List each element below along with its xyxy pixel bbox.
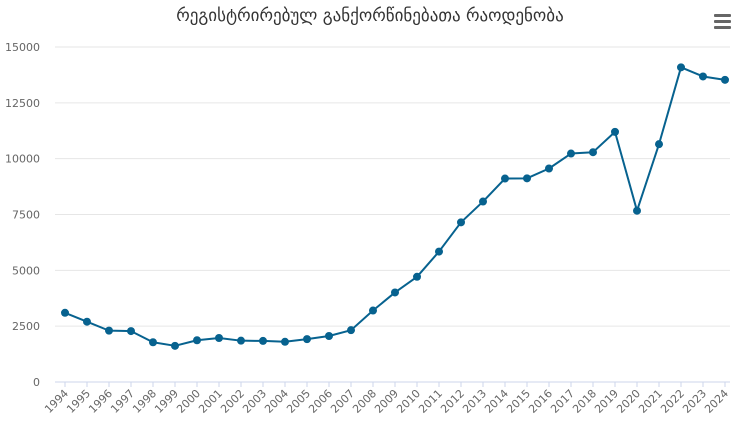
x-tick-label: 2013 [460,387,489,416]
x-tick-label: 2019 [592,387,621,416]
series-line [64,66,726,347]
x-tick-label: 2004 [262,387,291,416]
x-tick-label: 2003 [240,387,269,416]
x-tick-label: 2014 [482,387,511,416]
y-axis-tick-labels: 0 2500 5000 7500 10000 12500 15000 [5,41,40,389]
data-point[interactable] [523,174,531,183]
data-point[interactable] [347,326,355,335]
data-point[interactable] [61,308,69,317]
data-point[interactable] [457,218,465,227]
x-tick-label: 2007 [328,387,357,416]
x-tick-label: 2011 [416,387,445,416]
x-tick-label: 2012 [438,387,467,416]
chart-menu-button[interactable] [712,12,732,30]
data-point[interactable] [545,164,553,173]
data-point[interactable] [677,63,685,72]
y-tick-label: 7500 [12,209,40,222]
grid-lines [55,46,730,327]
hamburger-menu-icon[interactable] [714,14,731,17]
x-tick-label: 2006 [306,387,335,416]
x-tick-label: 2017 [548,387,577,416]
x-tick-label: 2002 [218,387,247,416]
y-tick-label: 12500 [5,97,40,110]
data-point[interactable] [215,334,223,343]
x-tick-label: 1995 [64,387,93,416]
x-tick-label: 2001 [196,387,225,416]
x-tick-label: 2023 [680,387,709,416]
data-point[interactable] [633,206,641,215]
data-point[interactable] [501,174,509,183]
x-tick-label: 2000 [174,387,203,416]
x-tick-label: 2022 [658,387,687,416]
data-point[interactable] [237,336,245,345]
x-tick-label: 2009 [372,387,401,416]
data-point[interactable] [611,127,619,136]
data-point[interactable] [413,272,421,281]
x-axis-tick-labels: 1994199519961997199819992000200120022003… [42,382,731,416]
data-point[interactable] [325,331,333,340]
x-tick-label: 1994 [42,387,71,416]
x-tick-label: 1997 [108,387,137,416]
x-tick-label: 2016 [526,387,555,416]
data-point[interactable] [83,317,91,326]
y-tick-label: 2500 [12,320,40,333]
data-point[interactable] [281,337,289,346]
series-line-group [64,66,726,347]
data-point[interactable] [127,327,135,336]
data-point[interactable] [149,338,157,347]
data-point[interactable] [721,75,729,84]
x-tick-label: 1999 [152,387,181,416]
data-point[interactable] [171,341,179,350]
chart-title: რეგისტრირებულ განქორწინებათა რაოდენობა [176,6,564,26]
x-tick-label: 1996 [86,387,115,416]
data-point[interactable] [435,247,443,256]
data-point[interactable] [567,149,575,158]
hamburger-menu-icon-bar[interactable] [714,20,731,23]
x-tick-label: 2021 [636,387,665,416]
data-point[interactable] [391,288,399,297]
data-point[interactable] [589,148,597,157]
y-tick-label: 5000 [12,264,40,277]
data-point[interactable] [655,140,663,149]
x-tick-label: 2018 [570,387,599,416]
x-tick-label: 2024 [702,387,731,416]
hamburger-menu-icon-bar[interactable] [714,26,731,29]
x-tick-label: 2005 [284,387,313,416]
x-tick-label: 2010 [394,387,423,416]
data-point[interactable] [193,336,201,345]
data-point[interactable] [105,326,113,335]
x-tick-label: 2015 [504,387,533,416]
y-tick-label: 10000 [5,153,40,166]
data-point[interactable] [369,306,377,315]
x-tick-label: 1998 [130,387,159,416]
data-point[interactable] [479,197,487,206]
series-points [61,63,729,350]
x-tick-label: 2008 [350,387,379,416]
y-tick-label: 0 [33,376,40,389]
data-point[interactable] [259,336,267,345]
data-point[interactable] [699,72,707,81]
x-tick-label: 2020 [614,387,643,416]
y-tick-label: 15000 [5,41,40,54]
data-point[interactable] [303,335,311,344]
